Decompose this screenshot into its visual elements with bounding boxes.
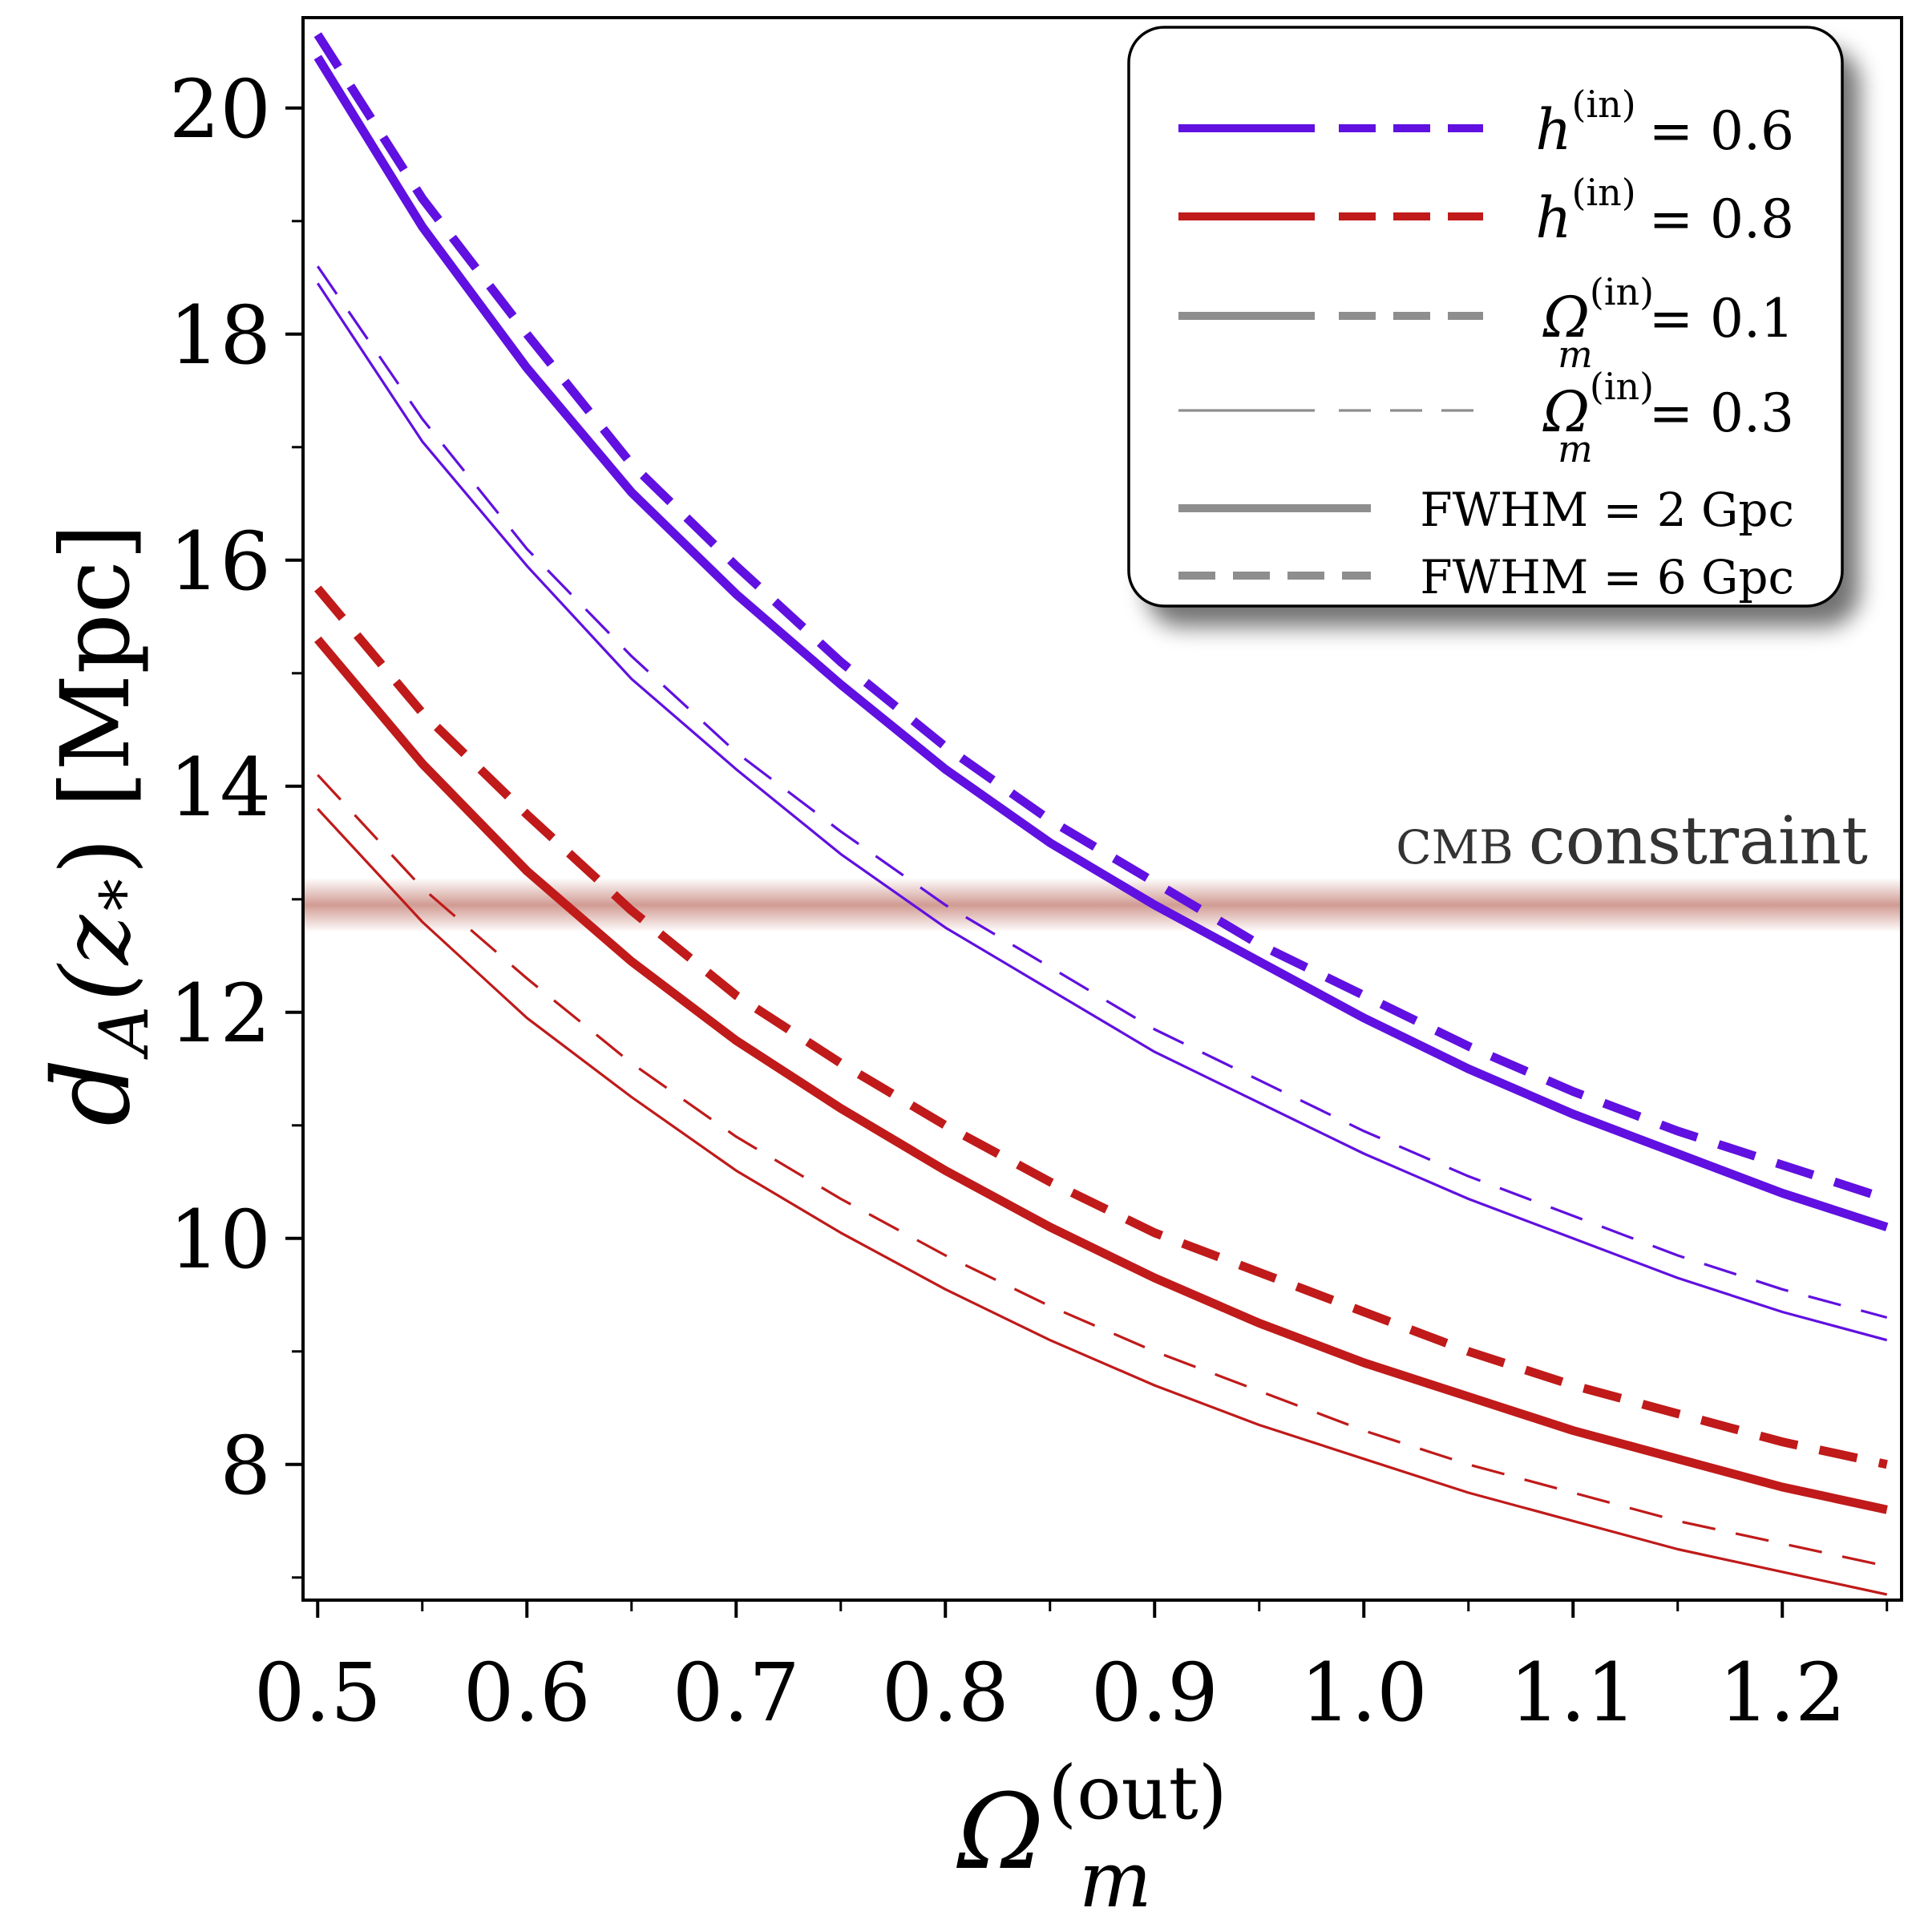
legend-value: = 0.8	[1649, 188, 1794, 250]
x-tick-label: 0.6	[463, 1646, 591, 1740]
legend-value: = 0.3	[1649, 382, 1794, 444]
series-line-1	[313, 55, 1889, 1231]
y-tick-label: 14	[169, 741, 271, 835]
series-line-8	[317, 774, 1888, 1568]
legend-entry-6: FWHM = 6 Gpc	[1178, 550, 1794, 604]
x-tick-label: 1.1	[1510, 1646, 1637, 1740]
legend-label: h(in) = 0.6	[1535, 83, 1794, 163]
y-tick-label: 10	[169, 1193, 271, 1287]
plot-frame	[301, 16, 1903, 1602]
legend-label: Ω(in) m = 0.1	[1542, 270, 1794, 376]
legend-symbol: h	[1535, 185, 1571, 251]
legend-superscript: (in)	[1572, 171, 1636, 214]
legend-symbol: Ω	[1542, 285, 1590, 350]
y-tick-label: 18	[169, 289, 271, 382]
y-axis-label-d: d	[30, 1058, 154, 1126]
legend-entry-3: Ω(in) m = 0.1	[1178, 270, 1794, 376]
series-line-3	[316, 282, 1888, 1342]
legend: h(in) = 0.6h(in) = 0.8Ω(in) m= 0.1Ω(in) m= 0…	[1127, 26, 1860, 627]
series-line-2	[313, 32, 1889, 1203]
legend-entry-1: h(in) = 0.6	[1178, 83, 1794, 163]
constraint-label: constraint	[1529, 803, 1868, 879]
legend-superscript: (in)	[1572, 83, 1636, 126]
series-line-6	[314, 585, 1888, 1469]
cmb-constraint-label: CMB constraint	[1396, 803, 1868, 879]
x-tick-label: 1.0	[1300, 1646, 1428, 1740]
y-tick-label: 20	[169, 63, 271, 156]
cmb-label-small: CMB	[1396, 820, 1513, 875]
x-tick-label: 0.7	[673, 1646, 800, 1740]
x-axis-label-base: Ω	[956, 1771, 1044, 1893]
x-axis-label: Ω (out) m	[956, 1750, 1231, 1925]
series-line-7	[317, 807, 1888, 1596]
x-tick-label: 0.5	[254, 1646, 382, 1740]
legend-entry-4: Ω(in) m = 0.3	[1178, 365, 1794, 471]
x-axis-label-superscript: (out)	[1048, 1750, 1227, 1836]
y-tick-label: 16	[169, 515, 271, 608]
legend-value: = 0.6	[1649, 100, 1794, 162]
x-axis-label-subscript: m	[1079, 1835, 1152, 1925]
y-axis-label-sub: A	[85, 1006, 164, 1061]
legend-entry-5: FWHM = 2 Gpc	[1178, 483, 1794, 537]
series-layer	[313, 32, 1889, 1596]
legend-superscript: (in)	[1590, 365, 1654, 408]
y-axis-label-z: (z	[40, 915, 151, 1002]
series-line-5	[314, 636, 1888, 1514]
y-axis-label-unit: ) [Mpc]	[40, 523, 151, 875]
y-tick-label: 12	[169, 967, 271, 1061]
legend-symbol: h	[1535, 97, 1571, 163]
y-axis-label: d A (z * ) [Mpc]	[30, 523, 164, 1126]
y-tick-label: 8	[220, 1419, 271, 1513]
legend-label: Ω(in) m = 0.3	[1542, 365, 1794, 471]
legend-label: h(in) = 0.8	[1535, 171, 1794, 251]
legend-superscript: (in)	[1590, 270, 1654, 313]
x-tick-label: 0.9	[1091, 1646, 1219, 1740]
legend-subscript: m	[1558, 333, 1593, 376]
legend-label: FWHM = 2 Gpc	[1420, 483, 1794, 537]
legend-subscript: m	[1558, 427, 1593, 471]
legend-box	[1127, 26, 1844, 608]
x-tick-label: 1.2	[1719, 1646, 1846, 1740]
x-tick-label: 0.8	[882, 1646, 1009, 1740]
legend-symbol: Ω	[1542, 379, 1590, 445]
y-axis-label-star: *	[87, 879, 161, 911]
tick-layer: 0.5 0.6 0.7 0.8 0.9 1.0 1.1 1.2 8 10 12 14 16 18 20	[169, 63, 1889, 1740]
series-line-4	[316, 265, 1888, 1320]
legend-value: = 0.1	[1649, 288, 1794, 350]
legend-entry-2: h(in) = 0.8	[1178, 171, 1794, 251]
legend-label: FWHM = 6 Gpc	[1420, 550, 1794, 604]
